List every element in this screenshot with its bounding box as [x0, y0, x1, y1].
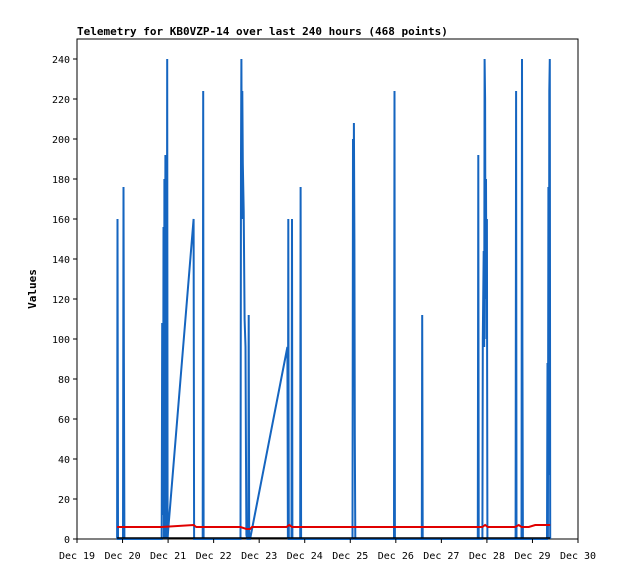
y-tick-label: 0: [64, 535, 70, 546]
x-tick-label: Dec 19: [59, 551, 95, 562]
x-tick-label: Dec 30: [560, 551, 596, 562]
y-tick-label: 100: [52, 335, 70, 346]
series-layer: [116, 58, 552, 540]
y-tick-label: 180: [52, 175, 70, 186]
y-tick-label: 120: [52, 295, 70, 306]
y-tick-label: 40: [58, 455, 70, 466]
y-tick-label: 140: [52, 255, 70, 266]
y-tick-label: 200: [52, 135, 70, 146]
x-tick-label: Dec 25: [332, 551, 368, 562]
y-tick-label: 240: [52, 55, 70, 66]
x-axis: Dec 19 Dec 20 Dec 21 Dec 22 Dec 23 Dec 24 Dec …: [59, 539, 596, 562]
y-tick-label: 220: [52, 95, 70, 106]
x-tick-label: Dec 26: [378, 551, 414, 562]
y-axis-label: Values: [26, 269, 39, 309]
plot-area-frame: [76, 38, 579, 540]
x-tick-label: Dec 24: [287, 551, 323, 562]
x-tick-label: Dec 22: [196, 551, 232, 562]
x-tick-label: Dec 29: [514, 551, 550, 562]
y-tick-label: 60: [58, 415, 70, 426]
y-tick-label: 20: [58, 495, 70, 506]
chart-title: Telemetry for KB0VZP-14 over last 240 ho…: [77, 25, 448, 38]
x-tick-label: Dec 27: [423, 551, 459, 562]
x-tick-label: Dec 23: [241, 551, 277, 562]
y-tick-label: 80: [58, 375, 70, 386]
series-line-1: [116, 58, 552, 540]
x-tick-label: Dec 28: [469, 551, 505, 562]
y-tick-label: 160: [52, 215, 70, 226]
y-axis: 0 20 40 60 80 100 120 140 160 180 200 220 240: [52, 55, 77, 546]
x-tick-label: Dec 20: [104, 551, 140, 562]
series-line-2: [117, 523, 551, 530]
x-tick-label: Dec 21: [150, 551, 186, 562]
